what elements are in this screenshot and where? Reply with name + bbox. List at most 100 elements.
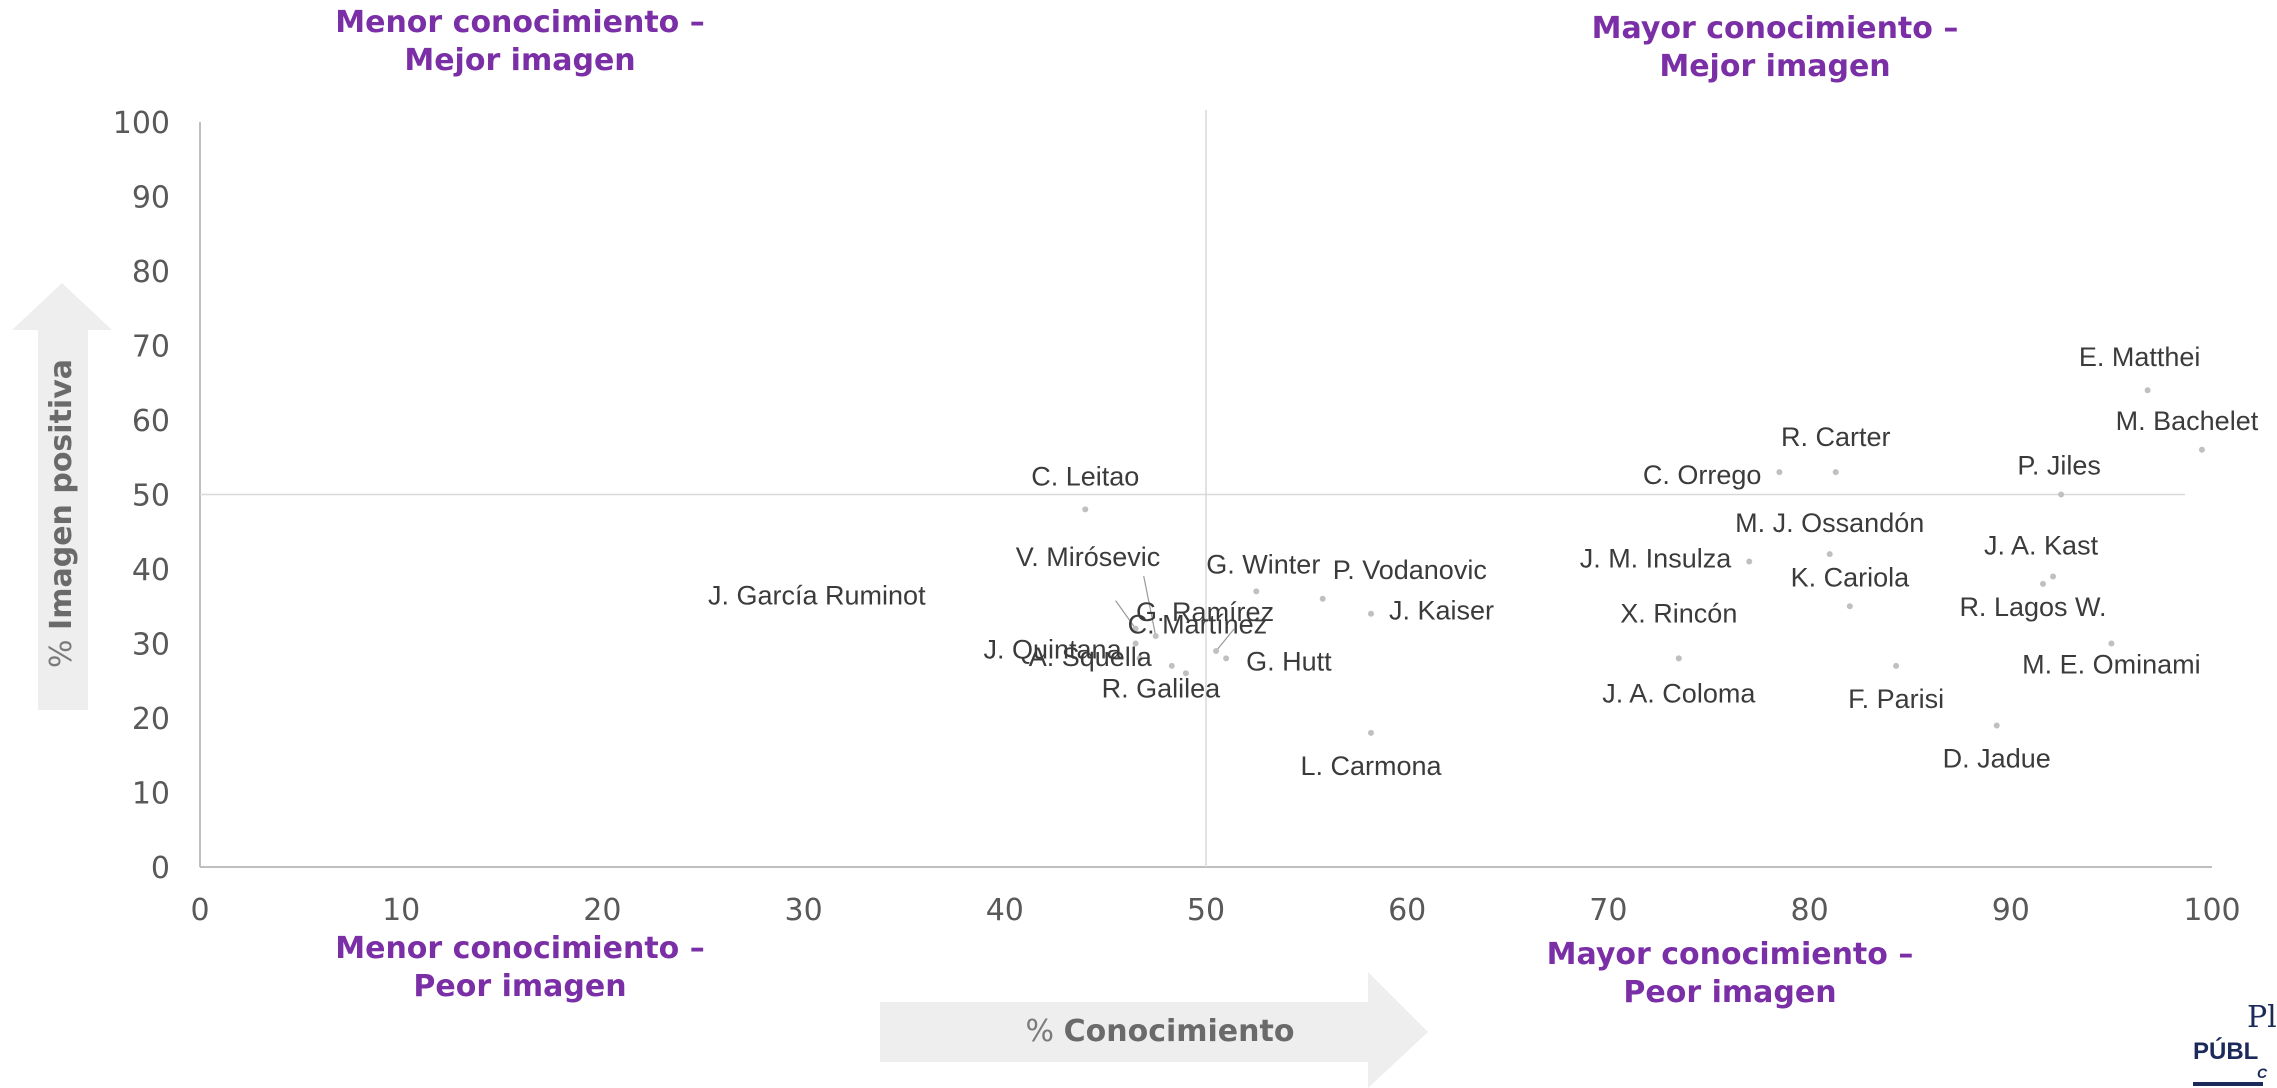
- point-label: K. Cariola: [1791, 562, 1911, 592]
- point-label: X. Rincón: [1620, 598, 1737, 628]
- axes-layer: [199, 110, 2212, 868]
- quadrant-label-top-right: Mayor conocimiento – Mejor imagen: [1545, 10, 2005, 86]
- quadrant-line: Peor imagen: [413, 969, 627, 1004]
- quadrant-line: Mayor conocimiento –: [1591, 11, 1959, 46]
- data-point: [1182, 670, 1189, 677]
- leader-line: [1215, 628, 1235, 652]
- logo-text-bottom: C: [2257, 1065, 2268, 1081]
- data-point: [1152, 633, 1159, 640]
- point-label: G. Ramírez: [1136, 597, 1274, 627]
- quadrant-line: Mejor imagen: [1659, 49, 1891, 84]
- data-point: [1776, 469, 1783, 476]
- quadrant-line: Menor conocimiento –: [335, 931, 705, 966]
- x-tick-label: 80: [1791, 893, 1829, 928]
- point-label: J. M. Insulza: [1580, 544, 1733, 574]
- point-label: C. Orrego: [1643, 460, 1762, 490]
- data-point: [2050, 573, 2057, 580]
- point-label: J. García Ruminot: [708, 581, 926, 611]
- data-point: [1893, 662, 1900, 669]
- x-tick-label: 60: [1388, 893, 1426, 928]
- x-tick-label: 40: [986, 893, 1024, 928]
- point-labels-layer: C. Leitao V. Mirósevic G. Winter J. García …: [708, 342, 2259, 781]
- quadrant-line: Mejor imagen: [404, 43, 636, 78]
- data-point: [1168, 662, 1175, 669]
- data-point: [1213, 647, 1220, 654]
- x-tick-label: 90: [1992, 893, 2030, 928]
- data-point: [1746, 558, 1753, 565]
- quadrant-line: Mayor conocimiento –: [1546, 937, 1914, 972]
- point-label: E. Matthei: [2079, 342, 2201, 372]
- data-point: [2039, 580, 2046, 587]
- y-axis-title-prefix: %: [44, 639, 79, 668]
- y-tick-label: 100: [113, 106, 170, 141]
- data-point: [1082, 506, 1089, 513]
- point-label: J. A. Coloma: [1602, 678, 1756, 708]
- data-points-layer: [1082, 387, 2205, 736]
- quadrant-line: Menor conocimiento –: [335, 5, 705, 40]
- x-axis-title-text: Conocimiento: [1063, 1014, 1295, 1049]
- y-tick-label: 90: [132, 181, 170, 216]
- y-tick-label: 0: [151, 851, 170, 886]
- data-point: [1846, 603, 1853, 610]
- quadrant-label-bottom-right: Mayor conocimiento – Peor imagen: [1500, 936, 1960, 1012]
- quadrant-line: Peor imagen: [1623, 975, 1837, 1010]
- point-label: G. Winter: [1206, 549, 1320, 579]
- logo-text-top: Pl: [2247, 1000, 2277, 1035]
- leader-line: [1143, 575, 1157, 637]
- data-point: [1223, 655, 1230, 662]
- point-label: R. Carter: [1781, 422, 1891, 452]
- point-label: R. Lagos W.: [1959, 592, 2106, 622]
- point-label: J. Quintana: [984, 634, 1123, 664]
- point-label: C. Leitao: [1031, 461, 1139, 491]
- x-axis-arrow: [880, 972, 1428, 1088]
- point-label: G. Hutt: [1246, 646, 1332, 676]
- leader-lines-layer: [1115, 575, 1235, 652]
- point-label: J. Kaiser: [1389, 596, 1494, 626]
- data-point: [1993, 722, 2000, 729]
- data-point: [1136, 655, 1143, 662]
- y-axis-arrow: [12, 283, 112, 710]
- logo-text-main: PÚBL: [2193, 1038, 2259, 1065]
- point-label: F. Parisi: [1848, 684, 1944, 714]
- data-point: [1253, 588, 1260, 595]
- point-label: L. Carmona: [1300, 751, 1442, 781]
- data-point: [1367, 729, 1374, 736]
- logo-underline: [2193, 1082, 2263, 1086]
- point-label: M. J. Ossandón: [1735, 508, 1924, 538]
- y-tick-label: 40: [132, 553, 170, 588]
- data-point: [1826, 551, 1833, 558]
- x-tick-label: 70: [1589, 893, 1627, 928]
- data-point: [2144, 387, 2151, 394]
- point-label: D. Jadue: [1943, 743, 2051, 773]
- x-tick-label: 0: [190, 893, 209, 928]
- x-tick-label: 100: [2183, 893, 2240, 928]
- point-label: P. Vodanovic: [1333, 555, 1487, 585]
- point-label: M. Bachelet: [2116, 406, 2259, 436]
- y-tick-label: 60: [132, 404, 170, 439]
- leader-line: [1115, 600, 1137, 629]
- y-tick-label: 20: [132, 702, 170, 737]
- x-tick-label: 20: [583, 893, 621, 928]
- y-tick-label: 80: [132, 255, 170, 290]
- point-label: R. Galilea: [1102, 673, 1222, 703]
- point-label: M. E. Ominami: [2022, 650, 2201, 680]
- point-label: C. Martínez: [1128, 610, 1268, 640]
- x-axis-title: % Conocimiento: [880, 1012, 1440, 1052]
- data-point: [2058, 491, 2065, 498]
- y-tick-label: 30: [132, 628, 170, 663]
- point-label: J. A. Kast: [1984, 530, 2099, 560]
- data-point: [2108, 640, 2115, 647]
- x-axis-title-prefix: %: [1025, 1014, 1055, 1049]
- point-label: V. Mirósevic: [1016, 542, 1161, 572]
- data-point: [1319, 595, 1326, 602]
- point-label: A. Squella: [1029, 642, 1153, 672]
- y-tick-label: 10: [132, 777, 170, 812]
- data-point: [2198, 446, 2205, 453]
- tick-labels-layer: 0 10 20 30 40 50 60 70 80 90 100 0 10 20 30 40 50 60 70 80 9…: [113, 106, 2241, 928]
- quadrant-label-top-left: Menor conocimiento – Mejor imagen: [290, 4, 750, 80]
- x-tick-label: 50: [1187, 893, 1225, 928]
- x-tick-label: 10: [382, 893, 420, 928]
- brand-logo: Pl PÚBL C: [2187, 1000, 2277, 1088]
- data-point: [1132, 625, 1139, 632]
